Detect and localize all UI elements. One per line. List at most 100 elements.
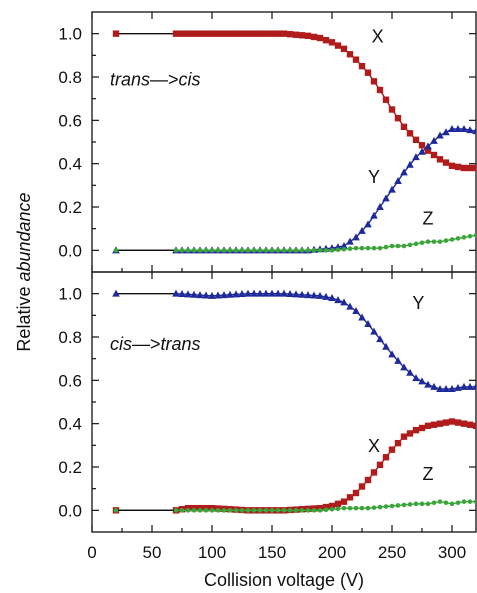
- point: [293, 248, 299, 253]
- panels: 0.00.20.40.60.81.0 XYZtrans—>cis0.00.20.4…: [58, 12, 476, 532]
- point: [113, 508, 119, 513]
- point: [472, 382, 476, 390]
- y-tick-label: 1.0: [58, 25, 82, 44]
- series-line: [175, 292, 476, 390]
- point: [412, 153, 420, 161]
- point: [461, 235, 467, 240]
- x-axis-title: Collision voltage (V): [204, 570, 364, 590]
- x-tick-label: 250: [378, 543, 406, 562]
- point: [323, 248, 329, 253]
- point: [238, 290, 246, 298]
- x-tick-label: 300: [438, 543, 466, 562]
- point: [310, 33, 318, 41]
- point: [460, 125, 468, 132]
- point: [263, 248, 269, 253]
- point: [418, 424, 426, 432]
- point: [233, 508, 239, 513]
- point: [292, 31, 300, 38]
- point: [394, 177, 402, 184]
- point: [454, 419, 462, 426]
- y-tick-label: 0.0: [58, 501, 82, 520]
- point: [251, 508, 257, 513]
- point: [347, 505, 353, 511]
- point: [346, 494, 354, 501]
- point: [346, 237, 354, 245]
- point: [454, 125, 462, 132]
- panel-annotation: trans—>cis: [110, 70, 201, 90]
- point: [460, 382, 468, 390]
- point: [221, 508, 227, 513]
- point: [436, 156, 444, 163]
- point: [358, 226, 366, 234]
- y-axis-title-plain: Relative: [14, 282, 34, 352]
- point: [256, 30, 264, 37]
- point: [449, 501, 455, 507]
- point: [227, 248, 233, 253]
- annotation-part: cis: [179, 70, 201, 90]
- point: [232, 30, 240, 37]
- point: [220, 30, 228, 37]
- y-tick-label: 0.4: [58, 155, 82, 174]
- y-tick-label: 0.8: [58, 68, 82, 87]
- point: [436, 420, 444, 427]
- point: [334, 243, 342, 251]
- point: [340, 45, 348, 53]
- point: [412, 426, 420, 434]
- y-axis-title: Relative abundance: [14, 192, 34, 351]
- point: [424, 147, 432, 154]
- point: [413, 241, 419, 247]
- point: [334, 296, 342, 304]
- point: [269, 508, 275, 513]
- series-label-X: X: [368, 436, 380, 456]
- point: [467, 499, 473, 504]
- point: [364, 220, 372, 228]
- point: [299, 508, 305, 513]
- panel-body-top: [112, 30, 476, 254]
- point: [472, 422, 476, 430]
- point: [287, 508, 293, 513]
- point: [214, 291, 222, 299]
- point: [203, 508, 209, 513]
- point: [419, 240, 425, 246]
- point: [208, 30, 216, 37]
- point: [269, 248, 275, 253]
- point: [346, 302, 354, 310]
- point: [364, 476, 372, 484]
- point: [250, 30, 258, 37]
- point: [425, 501, 431, 507]
- point: [328, 39, 336, 46]
- point: [329, 248, 335, 253]
- y-tick-label: 0.2: [58, 198, 82, 217]
- point: [407, 242, 413, 248]
- y-axis-title-italic: abundance: [14, 192, 34, 281]
- x-tick-label: 100: [198, 543, 226, 562]
- point: [472, 127, 476, 135]
- point: [418, 142, 426, 149]
- point: [436, 385, 444, 392]
- point: [322, 36, 330, 44]
- point: [226, 290, 234, 298]
- point: [112, 30, 120, 37]
- point: [233, 248, 239, 253]
- point: [371, 245, 377, 251]
- point: [305, 508, 311, 513]
- point: [382, 454, 390, 461]
- point: [352, 233, 360, 241]
- point: [268, 289, 276, 297]
- point: [178, 290, 186, 298]
- point: [197, 508, 203, 513]
- y-tick-label: 1.0: [58, 285, 82, 304]
- point: [197, 248, 203, 253]
- point: [400, 363, 408, 371]
- y-tick-label: 0.0: [58, 241, 82, 260]
- point: [323, 507, 329, 513]
- point: [388, 350, 396, 358]
- point: [293, 508, 299, 513]
- point: [448, 418, 456, 425]
- point: [400, 433, 408, 440]
- point: [317, 248, 323, 253]
- point: [400, 168, 408, 176]
- point: [467, 233, 473, 239]
- point: [442, 128, 450, 136]
- point: [190, 30, 198, 37]
